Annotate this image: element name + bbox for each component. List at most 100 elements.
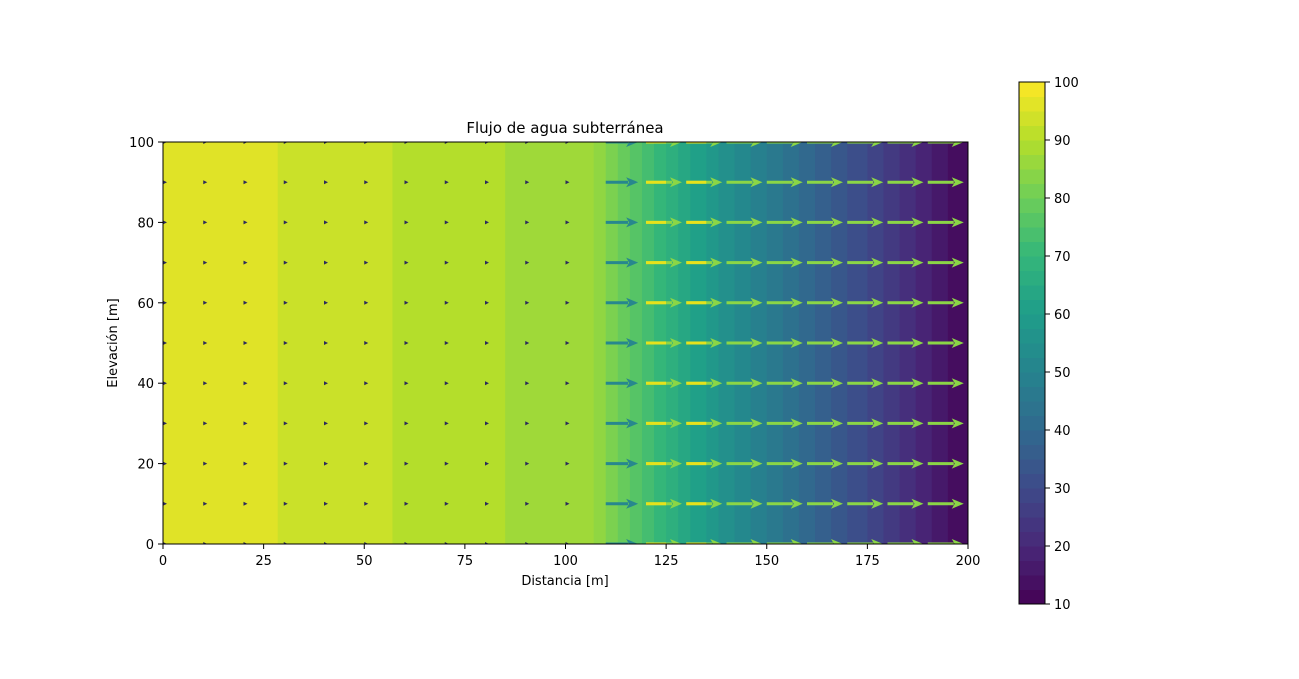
quiver-arrow-head xyxy=(790,458,803,469)
quiver-arrow-head xyxy=(992,217,1004,227)
quiver-arrow xyxy=(525,260,530,265)
quiver-arrow-head xyxy=(626,257,639,268)
y-tick-label: 0 xyxy=(146,538,154,553)
quiver-arrow xyxy=(203,180,208,185)
quiver-arrow xyxy=(243,341,248,345)
quiver-arrow-head xyxy=(992,418,1004,428)
quiver-arrow-head xyxy=(626,338,639,348)
colorbar-tick-label: 50 xyxy=(1054,366,1071,381)
quiver-arrow xyxy=(203,341,208,345)
quiver-arrow xyxy=(203,300,208,305)
quiver-arrow-head xyxy=(626,297,639,308)
colorbar-band xyxy=(1019,96,1045,112)
colorbar-band xyxy=(1019,343,1045,358)
colorbar-tick-label: 80 xyxy=(1054,192,1071,207)
quiver-field xyxy=(163,137,1004,544)
quiver-arrow xyxy=(525,501,530,506)
quiver-arrow-head xyxy=(871,217,884,228)
colorbar-band xyxy=(1019,473,1045,489)
y-tick-label: 60 xyxy=(137,297,154,312)
colorbar-band xyxy=(1019,357,1045,373)
quiver-arrow-head xyxy=(750,498,763,509)
quiver-arrow-head xyxy=(670,378,682,389)
quiver-arrow-head xyxy=(992,499,1004,509)
quiver-arrow xyxy=(444,180,449,185)
quiver-arrow-head xyxy=(992,137,1004,147)
y-tick-label: 40 xyxy=(137,377,154,392)
quiver-arrow xyxy=(444,501,449,506)
quiver-arrow-head xyxy=(790,257,803,268)
quiver-arrow-head xyxy=(750,458,763,469)
quiver-arrow xyxy=(565,381,570,386)
quiver-arrow xyxy=(485,341,489,345)
x-axis-label: Distancia [m] xyxy=(521,574,608,589)
quiver-arrow xyxy=(283,300,288,305)
quiver-arrow xyxy=(203,421,208,426)
colorbar-band xyxy=(1019,488,1045,503)
quiver-arrow-head xyxy=(911,217,924,228)
quiver-arrow xyxy=(163,341,167,345)
colorbar-band xyxy=(1019,386,1045,402)
quiver-arrow xyxy=(364,501,369,506)
colorbar: 10 20 30 40 50 60 70 80 90 100 xyxy=(1018,76,1079,613)
colorbar-tick-label: 40 xyxy=(1054,424,1071,439)
quiver-arrow-head xyxy=(871,257,884,268)
quiver-arrow-head xyxy=(871,498,884,509)
quiver-arrow xyxy=(283,381,288,386)
colorbar-band xyxy=(1019,517,1045,532)
quiver-arrow-head xyxy=(790,418,803,429)
quiver-arrow-head xyxy=(951,378,964,389)
quiver-arrow xyxy=(324,381,328,386)
quiver-arrow-head xyxy=(626,378,639,389)
colorbar-band xyxy=(1019,401,1045,416)
quiver-arrow-head xyxy=(670,458,682,469)
quiver-arrow xyxy=(525,341,530,345)
x-tick-label: 125 xyxy=(654,554,679,569)
quiver-arrow xyxy=(324,421,328,426)
quiver-arrow-head xyxy=(911,418,924,429)
quiver-arrow-head xyxy=(992,459,1004,469)
colorbar-band xyxy=(1019,299,1045,315)
colorbar-band xyxy=(1019,531,1045,547)
colorbar-band xyxy=(1019,198,1045,213)
x-tick-label: 75 xyxy=(457,554,474,569)
colorbar-band xyxy=(1019,314,1045,329)
quiver-arrow-head xyxy=(790,338,803,348)
colorbar-tick-label: 20 xyxy=(1054,540,1071,555)
quiver-arrow xyxy=(163,260,167,265)
quiver-arrow-head xyxy=(750,217,763,228)
quiver-arrow-head xyxy=(750,338,763,348)
quiver-arrow-head xyxy=(831,177,843,188)
quiver-arrow-head xyxy=(992,298,1004,308)
colorbar-frame xyxy=(1018,81,1046,605)
quiver-arrow xyxy=(525,300,530,305)
y-axis-label: Elevación [m] xyxy=(106,298,121,387)
colorbar-band xyxy=(1019,560,1045,576)
quiver-arrow-head xyxy=(790,217,803,228)
quiver-arrow-head xyxy=(750,142,763,147)
quiver-arrow-head xyxy=(710,257,723,268)
colorbar-band xyxy=(1019,125,1045,141)
quiver-arrow xyxy=(444,421,449,426)
quiver-arrow xyxy=(404,461,409,466)
quiver-arrow xyxy=(565,220,570,225)
colorbar-band xyxy=(1019,502,1045,518)
contour-band xyxy=(666,142,679,544)
colorbar-band xyxy=(1019,154,1045,170)
contour-band xyxy=(593,142,607,544)
colorbar-band xyxy=(1019,256,1045,271)
quiver-arrow-head xyxy=(951,539,964,544)
colorbar-band xyxy=(1019,241,1045,257)
colorbar-band xyxy=(1019,546,1045,561)
quiver-arrow-head xyxy=(871,418,884,429)
colorbar-tick-label: 70 xyxy=(1054,250,1071,265)
colorbar-band xyxy=(1019,140,1045,155)
quiver-arrow-head xyxy=(871,458,884,469)
quiver-arrow-head xyxy=(750,418,763,429)
quiver-arrow xyxy=(444,341,449,345)
quiver-arrow xyxy=(283,260,288,265)
quiver-arrow-head xyxy=(911,257,924,268)
quiver-arrow xyxy=(203,381,208,386)
quiver-arrow-head xyxy=(626,142,639,147)
quiver-arrow-head xyxy=(831,498,843,509)
